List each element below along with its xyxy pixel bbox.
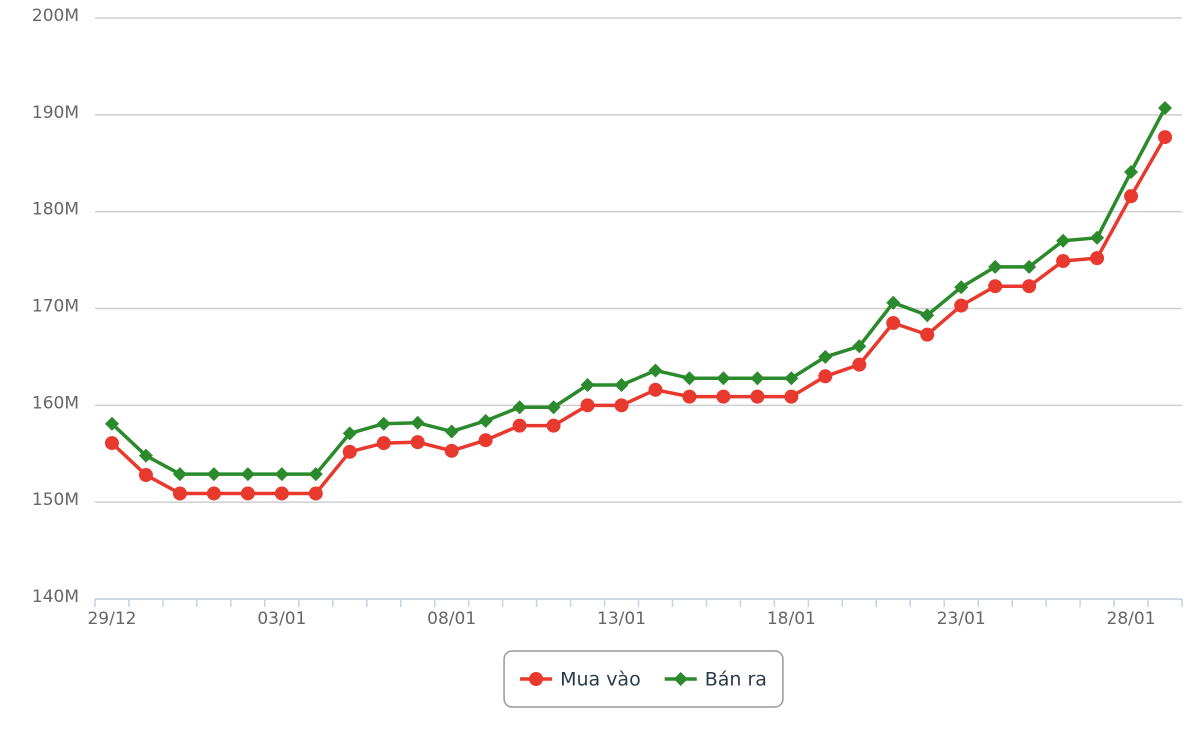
point — [716, 371, 731, 386]
point — [954, 280, 969, 295]
point — [648, 382, 663, 397]
legend-item: Bán ra — [664, 669, 767, 691]
x-tick-label: 08/01 — [427, 609, 476, 629]
point — [240, 467, 255, 482]
point — [342, 444, 357, 459]
point — [580, 398, 595, 413]
point — [818, 349, 833, 364]
point — [138, 448, 153, 463]
legend-label: Mua vào — [560, 669, 641, 691]
point — [172, 486, 187, 501]
point — [784, 389, 799, 404]
legend: Mua vào Bán ra — [503, 650, 784, 708]
point — [274, 467, 289, 482]
legend-symbol — [673, 672, 688, 686]
point — [410, 435, 425, 450]
x-tick-label: 23/01 — [937, 609, 986, 629]
legend-symbol — [529, 672, 544, 686]
point — [512, 418, 527, 433]
point — [818, 369, 833, 384]
point — [546, 400, 561, 415]
point — [1090, 251, 1105, 266]
x-tick-label: 28/01 — [1107, 609, 1156, 629]
point — [852, 357, 867, 372]
point — [988, 259, 1003, 274]
point — [1158, 130, 1173, 145]
point — [580, 377, 595, 392]
point — [1056, 254, 1071, 269]
point — [376, 416, 391, 431]
y-tick-label: 140M — [32, 587, 79, 607]
point — [410, 415, 425, 430]
legend-box — [503, 650, 784, 708]
point — [206, 467, 221, 482]
point — [648, 363, 663, 378]
point — [750, 389, 765, 404]
point — [1022, 279, 1037, 294]
point — [104, 436, 119, 451]
point — [886, 295, 901, 310]
series-line — [110, 107, 1167, 476]
point — [682, 371, 697, 386]
point — [886, 316, 901, 331]
point — [1158, 101, 1173, 116]
point — [104, 416, 119, 431]
point — [1090, 230, 1105, 245]
point — [342, 426, 357, 441]
point — [240, 486, 255, 501]
legend-label: Bán ra — [705, 669, 767, 691]
point — [954, 298, 969, 313]
point — [988, 279, 1003, 294]
point — [716, 389, 731, 404]
point — [478, 433, 493, 448]
point — [308, 486, 323, 501]
series-line — [110, 136, 1167, 496]
point — [1056, 233, 1071, 248]
point — [920, 327, 935, 342]
point — [546, 418, 561, 433]
point — [1022, 259, 1037, 274]
point — [444, 443, 459, 458]
point — [138, 468, 153, 483]
y-tick-label: 170M — [32, 297, 79, 317]
y-tick-label: 180M — [32, 200, 79, 220]
point — [512, 400, 527, 415]
point — [376, 436, 391, 451]
point — [172, 467, 187, 482]
point — [308, 467, 323, 482]
x-tick-label: 29/12 — [87, 609, 136, 629]
point — [1124, 189, 1139, 204]
x-tick-label: 18/01 — [767, 609, 816, 629]
point — [206, 486, 221, 501]
y-tick-label: 200M — [32, 6, 79, 26]
point — [444, 424, 459, 439]
point — [614, 398, 629, 413]
point — [274, 486, 289, 501]
legend-item: Mua vào — [520, 669, 641, 691]
point — [614, 377, 629, 392]
point — [920, 308, 935, 323]
y-tick-label: 150M — [32, 490, 79, 510]
x-tick-label: 13/01 — [597, 609, 646, 629]
y-tick-label: 160M — [32, 393, 79, 413]
point — [1124, 164, 1139, 179]
point — [852, 339, 867, 354]
point — [784, 371, 799, 386]
point — [478, 413, 493, 428]
x-tick-label: 03/01 — [257, 609, 306, 629]
point — [750, 371, 765, 386]
point — [682, 389, 697, 404]
y-tick-label: 190M — [32, 103, 79, 123]
